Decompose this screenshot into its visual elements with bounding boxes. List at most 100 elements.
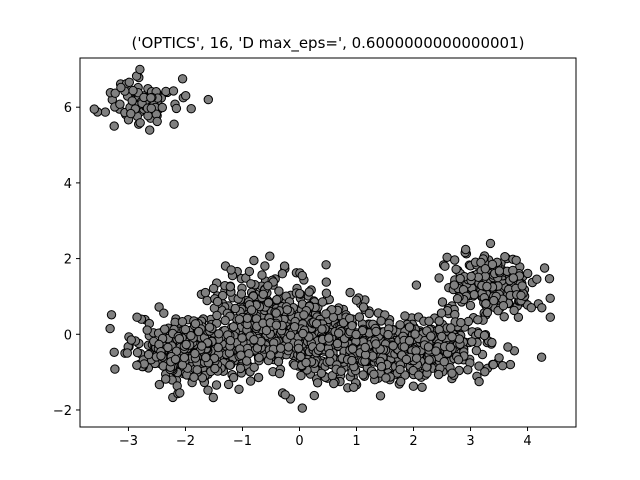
data-point (146, 103, 157, 114)
data-point (226, 265, 236, 275)
data-point (237, 333, 247, 343)
data-point (169, 119, 179, 129)
data-point (447, 368, 457, 378)
data-point (282, 305, 292, 315)
data-point (388, 341, 398, 351)
data-point (332, 338, 343, 349)
data-point (469, 290, 479, 300)
data-point (463, 316, 474, 327)
chart-title: ('OPTICS', 16, 'D max_eps=', 0.600000000… (132, 34, 525, 53)
data-point (451, 264, 461, 274)
data-point (324, 333, 334, 343)
x-tick-label: −2 (176, 434, 195, 449)
data-point (499, 312, 509, 322)
x-tick-label: 0 (295, 434, 303, 449)
data-point (186, 331, 196, 341)
data-point (220, 315, 230, 326)
data-point (110, 364, 120, 374)
data-point (109, 121, 119, 131)
data-point (423, 342, 434, 352)
data-point (89, 104, 100, 114)
data-point (202, 295, 212, 306)
data-point (265, 251, 275, 261)
data-point (321, 309, 331, 319)
data-point (260, 261, 270, 271)
data-point (168, 86, 179, 96)
data-point (329, 378, 339, 389)
data-point (351, 295, 362, 305)
data-point (376, 316, 386, 326)
data-point (263, 298, 274, 308)
data-point (381, 373, 391, 383)
data-point (261, 325, 272, 336)
data-point (399, 342, 409, 352)
data-point (175, 388, 185, 398)
data-point (106, 310, 117, 320)
data-point (297, 403, 307, 413)
data-point (225, 335, 236, 346)
data-point (211, 380, 222, 390)
data-point (135, 64, 145, 75)
data-point (480, 264, 490, 274)
data-point (453, 355, 464, 365)
data-point (396, 376, 406, 387)
data-point (299, 310, 309, 320)
data-point (317, 297, 328, 307)
data-point (474, 376, 484, 387)
data-point (152, 116, 162, 127)
data-point (466, 271, 476, 282)
data-point (508, 273, 518, 283)
data-point (440, 261, 450, 271)
data-point (371, 326, 381, 337)
data-point (236, 289, 247, 299)
data-point (132, 360, 142, 370)
data-point (128, 85, 138, 96)
data-point (170, 354, 181, 364)
data-point (181, 339, 191, 350)
data-point (410, 329, 420, 339)
data-point (289, 322, 300, 332)
data-point (408, 381, 419, 391)
data-point (487, 259, 498, 270)
data-point (109, 347, 119, 357)
data-point (482, 281, 492, 292)
data-point (235, 363, 246, 374)
data-point (375, 391, 386, 401)
data-point (273, 356, 284, 367)
data-point (395, 364, 405, 375)
data-point (447, 332, 457, 342)
data-point (246, 279, 256, 289)
data-point (230, 303, 241, 314)
x-tick-label: 3 (466, 434, 474, 449)
data-point (126, 108, 136, 119)
x-axis: −3 −2 −1 0 1 2 3 4 (119, 427, 532, 449)
data-point (498, 301, 509, 311)
data-point (325, 348, 335, 359)
data-point (159, 308, 169, 318)
data-point (225, 282, 236, 292)
data-point (433, 369, 444, 380)
data-point (249, 362, 259, 372)
data-point (317, 324, 327, 334)
data-point (249, 335, 259, 345)
data-point (301, 357, 311, 368)
data-point (293, 343, 304, 353)
data-point (360, 342, 370, 353)
data-point (277, 269, 288, 279)
data-point (258, 289, 268, 299)
data-point (145, 125, 155, 135)
data-point (487, 337, 497, 348)
data-point (500, 252, 510, 262)
data-point (485, 238, 496, 249)
data-point (190, 319, 201, 329)
data-point (467, 337, 477, 347)
data-point (218, 290, 228, 301)
data-point (156, 351, 166, 361)
data-point (431, 346, 441, 356)
data-point (208, 283, 219, 294)
data-point (371, 339, 381, 349)
data-point (532, 274, 542, 284)
data-point (411, 280, 422, 290)
x-tick-label: −3 (119, 434, 138, 449)
data-point (321, 260, 331, 270)
